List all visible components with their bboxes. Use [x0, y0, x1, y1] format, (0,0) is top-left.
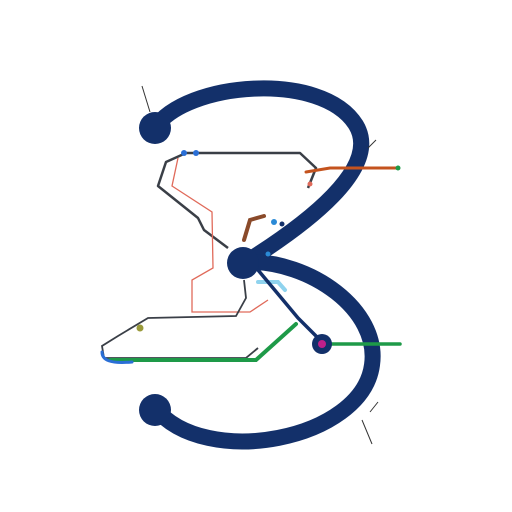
green-branch-line	[108, 322, 298, 362]
leader-line-top-left	[141, 85, 151, 113]
main-route-top-terminal	[139, 112, 171, 144]
station-dot-upper-right	[307, 181, 313, 187]
orange-branch-line	[304, 166, 400, 174]
blue-loop-end	[100, 350, 134, 364]
station-dot-hub-side	[265, 251, 271, 257]
orange-branch-end-node	[395, 165, 401, 171]
dark-diagonal-line	[256, 268, 318, 338]
light-blue-branch-line	[256, 280, 287, 292]
leader-line-right-lower	[369, 401, 379, 413]
main-route-bottom-terminal	[139, 394, 171, 426]
left-loop-branch-line	[101, 279, 259, 359]
brown-branch-line	[242, 214, 266, 242]
station-dot-top-left-b	[193, 150, 199, 156]
station-dot-center-b	[279, 221, 285, 227]
station-dot-top-left-a	[181, 150, 187, 156]
dark-connector-line	[156, 151, 318, 249]
leader-line-right-upper	[367, 139, 377, 149]
magenta-station-inner	[318, 340, 326, 348]
salmon-connector-line	[171, 157, 269, 313]
main-route-lower-arc	[147, 253, 381, 450]
station-dot-left-loop	[136, 324, 144, 332]
central-hub-node	[227, 247, 259, 279]
main-route-upper-arc	[147, 80, 370, 270]
leader-line-bottom-right	[361, 419, 373, 445]
station-dot-center-a	[271, 219, 277, 225]
